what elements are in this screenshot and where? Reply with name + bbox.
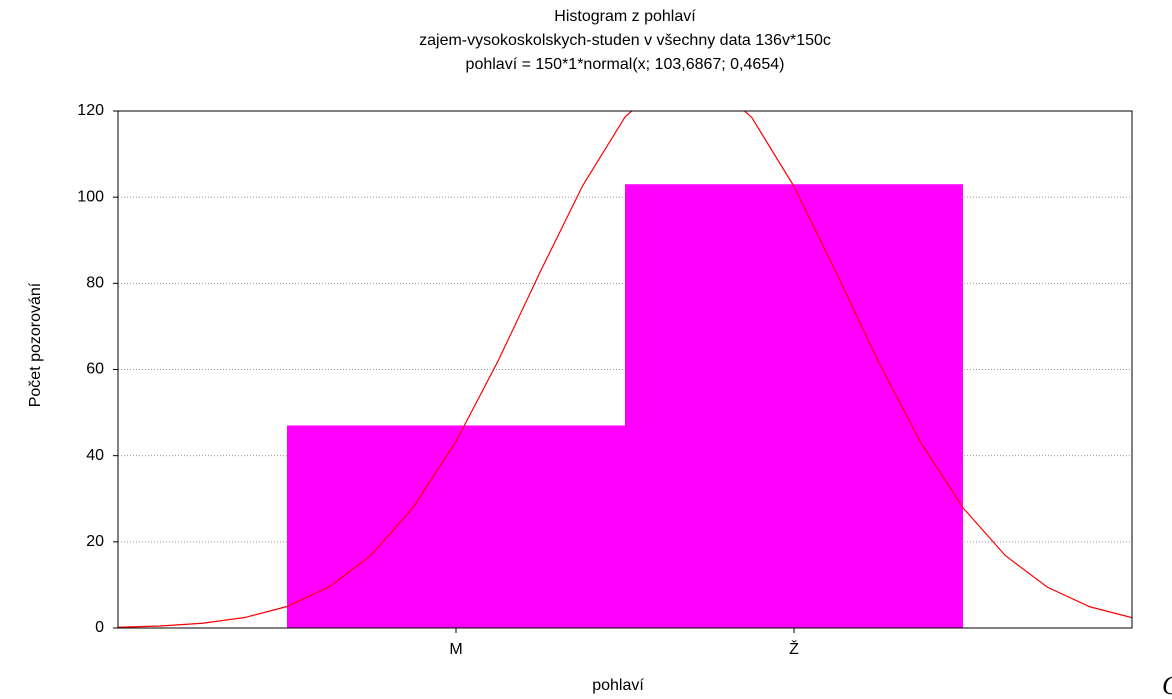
- bar: [625, 184, 963, 628]
- x-tick-label: Ž: [789, 639, 799, 658]
- y-axis-label: Počet pozorování: [27, 282, 44, 407]
- fitted-curve: [118, 111, 1132, 628]
- y-tick-label: 20: [86, 533, 104, 550]
- y-tick-label: 40: [86, 447, 104, 464]
- y-tick-label: 0: [95, 619, 104, 636]
- y-tick-label: 60: [86, 361, 104, 378]
- y-tick-label: 120: [77, 102, 104, 119]
- bar: [287, 425, 625, 628]
- x-axis-label: pohlaví: [592, 677, 644, 694]
- annotation: G: [1162, 671, 1172, 699]
- y-tick-label: 100: [77, 188, 104, 205]
- curve-formula: pohlaví = 150*1*normal(x; 103,6867; 0,46…: [466, 56, 785, 73]
- y-tick-label: 80: [86, 275, 104, 292]
- x-tick-label: M: [449, 641, 462, 658]
- plot-border: [117, 110, 1133, 629]
- chart-title: Histogram z pohlaví: [554, 8, 696, 25]
- curve-group: [118, 111, 1132, 628]
- chart-subtitle: zajem-vysokoskolskych-studen v všechny d…: [419, 32, 831, 49]
